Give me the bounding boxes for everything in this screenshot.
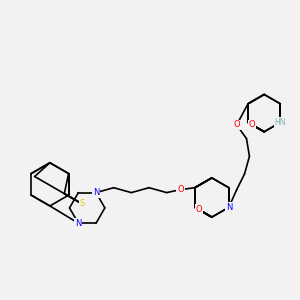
Text: O: O (233, 120, 240, 129)
Text: HN: HN (274, 118, 286, 127)
Text: N: N (75, 219, 82, 228)
Text: N: N (226, 203, 232, 212)
Text: O: O (249, 120, 256, 129)
Text: S: S (80, 200, 85, 208)
Text: N: N (93, 188, 99, 197)
Text: O: O (177, 185, 184, 194)
Text: O: O (196, 205, 202, 214)
